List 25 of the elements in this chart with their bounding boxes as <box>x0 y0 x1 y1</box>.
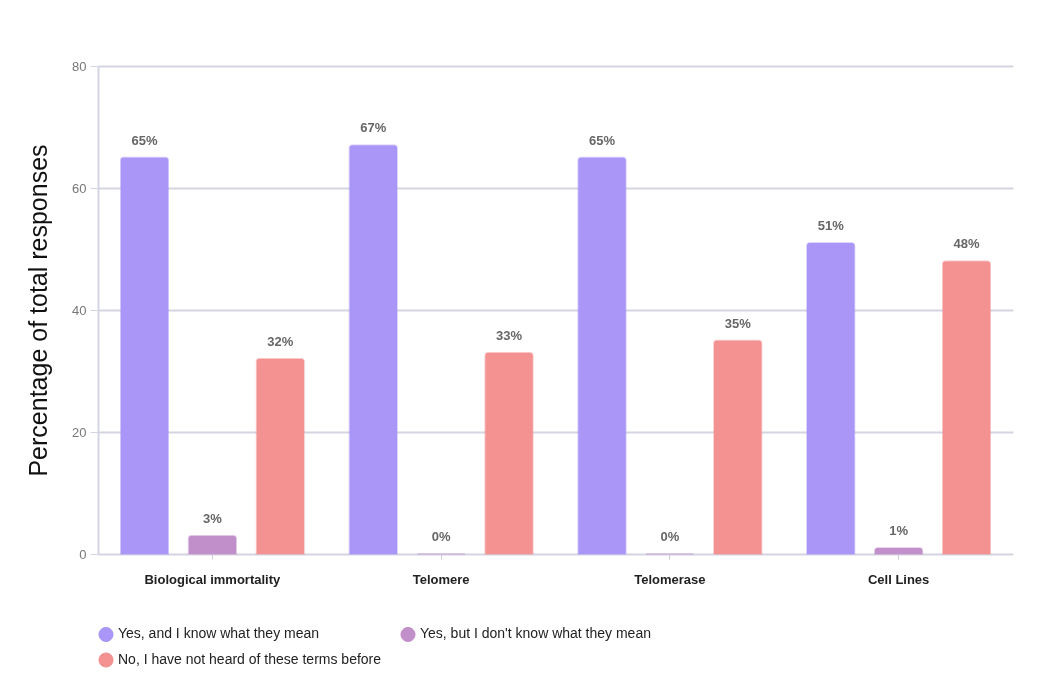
y-axis-title: Percentage of total responses <box>24 144 53 477</box>
y-tick-label: 0 <box>79 546 87 562</box>
data-label: 0% <box>431 529 451 544</box>
data-label: 1% <box>889 522 909 538</box>
legend-label: Yes, but I don't know what they mean <box>420 625 651 642</box>
x-tick-label: Cell Lines <box>867 571 930 587</box>
x-tick-label: Biological immortality <box>144 571 282 587</box>
legend-label: Yes, and I know what they mean <box>118 625 320 642</box>
data-label: 67% <box>360 120 387 136</box>
data-label: 51% <box>817 217 845 233</box>
data-label: 48% <box>953 236 980 252</box>
data-label: 33% <box>496 327 523 343</box>
y-tick-label: 20 <box>72 424 87 440</box>
data-label: 0% <box>660 529 680 544</box>
y-tick-label: 40 <box>72 302 87 318</box>
y-tick-label: 60 <box>72 180 87 196</box>
x-tick-label: Telomerase <box>634 571 706 587</box>
data-label: 35% <box>724 315 752 331</box>
data-label: 65% <box>588 132 616 148</box>
data-label: 65% <box>131 132 158 148</box>
y-tick-label: 80 <box>72 58 87 74</box>
x-tick-label: Telomere <box>412 571 470 587</box>
data-label: 3% <box>202 510 223 526</box>
data-label: 32% <box>267 333 294 349</box>
legend-label: No, I have not heard of these terms before <box>118 651 382 667</box>
